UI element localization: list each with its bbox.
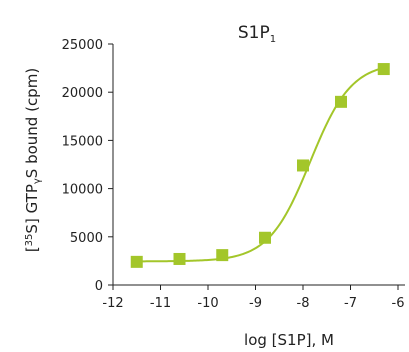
- y-tick-label: 25000: [62, 38, 103, 53]
- y-tick-label: 20000: [62, 86, 103, 101]
- y-axis-title-part: [: [23, 246, 41, 252]
- y-axis-title-subscript: γ: [32, 178, 43, 184]
- data-point: [335, 95, 347, 108]
- x-tick-label: -12: [102, 296, 123, 311]
- x-tick-label: -8: [297, 296, 310, 311]
- axis-ticks: -12 -11 -10 -9 -8 -7 -6 0 5000 10000 15000 20000 250…: [62, 38, 405, 311]
- x-axis-title: log [S1P], M: [244, 331, 334, 349]
- data-points: [130, 63, 390, 268]
- data-point: [130, 255, 143, 268]
- chart-title-subscript: 1: [270, 34, 276, 45]
- y-axis-title: [35S] GTPγS bound (cpm): [23, 68, 43, 252]
- data-point: [173, 252, 186, 265]
- x-tick-label: -11: [150, 296, 171, 311]
- y-tick-label: 0: [95, 279, 103, 294]
- y-tick-label: 5000: [70, 231, 103, 246]
- data-point: [297, 159, 309, 172]
- y-tick-label: 15000: [62, 134, 103, 149]
- y-tick-label: 10000: [62, 183, 103, 198]
- x-tick-label: -6: [392, 296, 405, 311]
- y-axis-title-part: S] GTP: [23, 184, 41, 233]
- x-tick-label: -10: [197, 296, 218, 311]
- data-point: [377, 63, 390, 76]
- data-point: [259, 231, 271, 244]
- y-axis-title-part: S bound (cpm): [23, 68, 41, 178]
- y-axis-title-superscript: 35: [24, 234, 35, 247]
- chart-title: S1P1: [238, 23, 276, 45]
- data-point: [216, 249, 229, 262]
- x-tick-label: -7: [344, 296, 357, 311]
- chart-title-main: S1P: [238, 23, 270, 43]
- x-tick-label: -9: [249, 296, 262, 311]
